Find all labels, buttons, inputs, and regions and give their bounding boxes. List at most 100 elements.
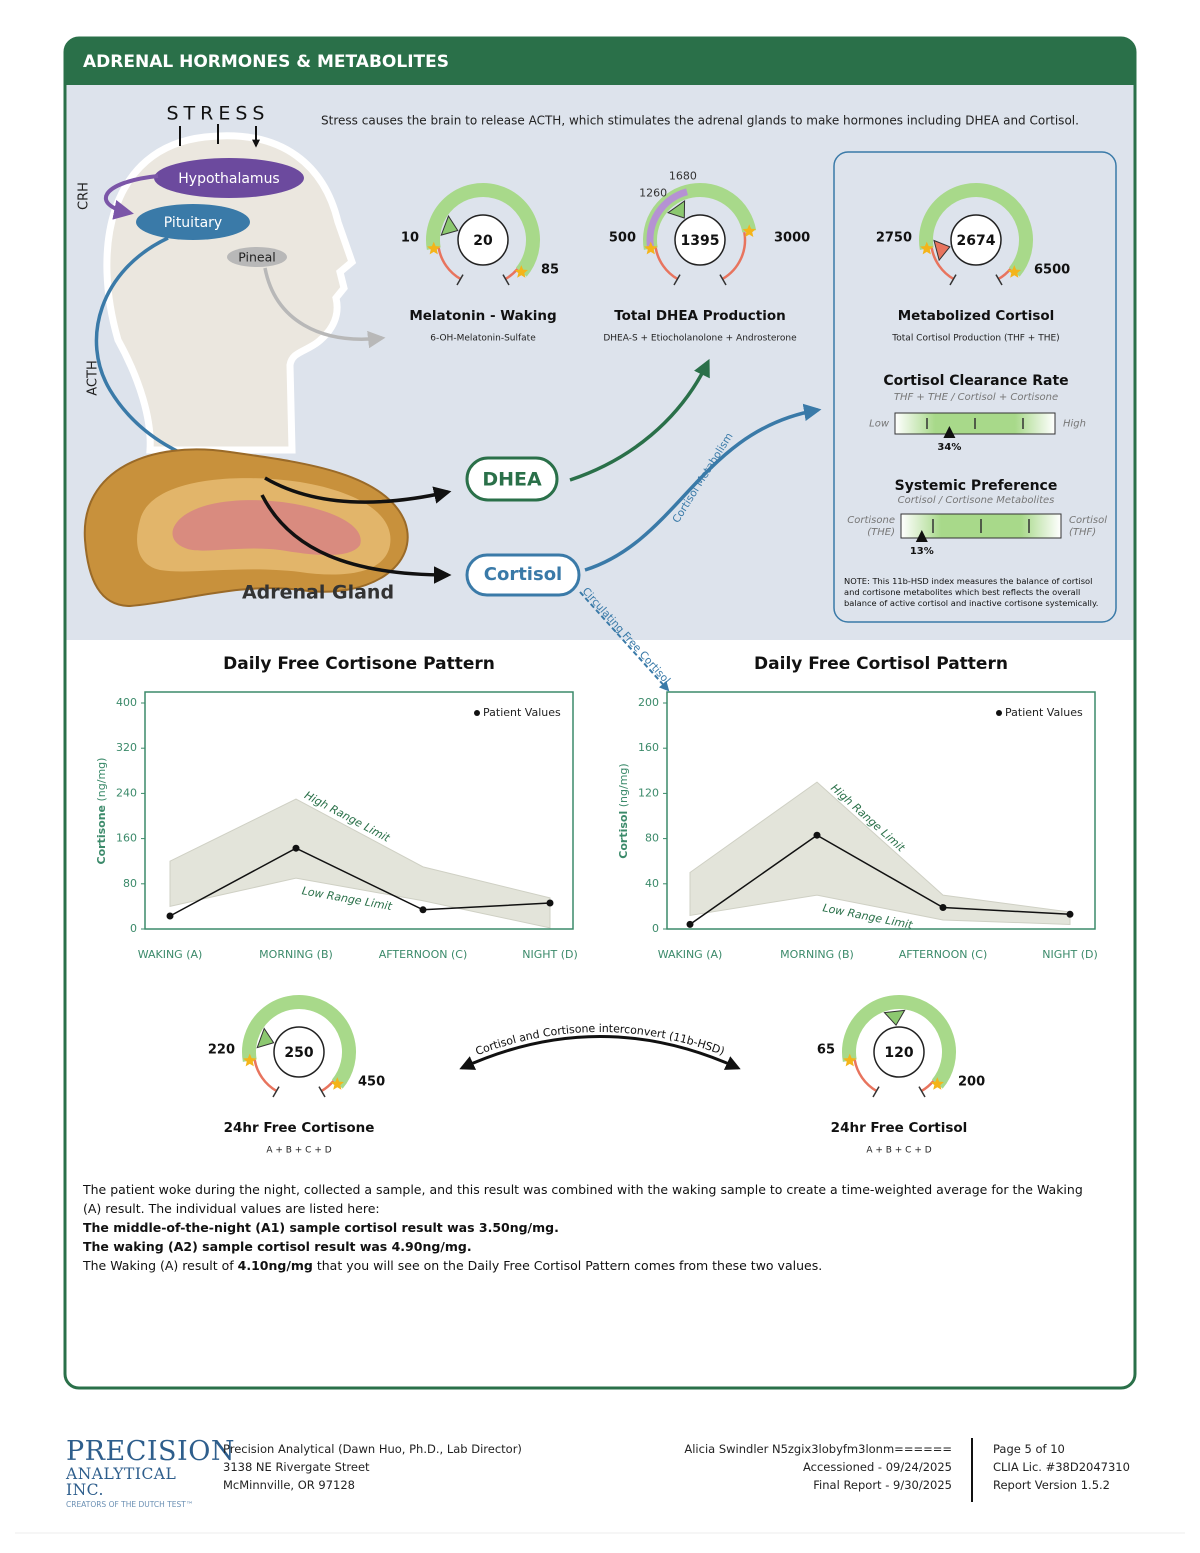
pineal: Pineal (238, 250, 275, 265)
index-pointer (943, 426, 956, 438)
gauge-star (514, 265, 528, 278)
index-title: Systemic Preference (895, 478, 1058, 494)
gauge-center (273, 1026, 325, 1078)
header-bar (65, 38, 1135, 85)
gauge-value: 2674 (957, 233, 996, 249)
gauge-star (920, 241, 934, 255)
lab-address: Precision Analytical (Dawn Huo, Ph.D., L… (223, 1440, 522, 1494)
gauge-star (1007, 265, 1021, 278)
gauge-end-tick (995, 274, 1003, 286)
x-tick-label: WAKING (A) (138, 948, 203, 961)
gauge-low-arc (253, 1059, 278, 1093)
text: 4.10ng/mg (237, 1258, 313, 1273)
logo-word: PRECISION (66, 1436, 235, 1467)
notes-waking: The Waking (A) result of 4.10ng/mg that … (83, 1256, 1093, 1275)
crh: CRH (77, 182, 92, 210)
gauge-title: 24hr Free Cortisol (831, 1120, 968, 1136)
gauge-title: Metabolized Cortisol (898, 308, 1055, 324)
dhea-pill (465, 456, 559, 502)
data-point (419, 906, 427, 914)
text: Alicia Swindler N5zgix3lobyfm3lonm====== (684, 1442, 952, 1456)
text: Report Version 1.5.2 (993, 1478, 1110, 1492)
text: Final Report - 9/30/2025 (813, 1478, 952, 1492)
gauge-end-tick (719, 274, 727, 286)
gauge-value: 250 (284, 1045, 313, 1061)
gauge-title: 24hr Free Cortisone (224, 1120, 375, 1136)
index-subtitle: THF + THE / Cortisol + Cortisone (894, 392, 1058, 403)
x-tick-label: AFTERNOON (C) (379, 948, 468, 961)
crh-arrow (103, 174, 159, 220)
index-left: Cortisone (847, 515, 895, 526)
gauge-low-arc (930, 247, 955, 281)
y-tick-label: 80 (645, 832, 659, 845)
gauge-star (644, 241, 658, 255)
gauge-star (843, 1053, 857, 1067)
y-axis-unit: (ng/mg) (617, 763, 630, 807)
gauge-low-arc (437, 247, 462, 281)
notes-a2: The waking (A2) sample cortisol result w… (83, 1239, 472, 1254)
index-left: (THE) (867, 527, 895, 538)
index-pointer (915, 530, 928, 542)
y-axis-name: Cortisone (95, 805, 108, 864)
gauge-end-tick (318, 1086, 326, 1098)
range-area (169, 798, 551, 929)
plot-frame (666, 691, 1096, 930)
y-axis-unit: (ng/mg) (95, 758, 108, 802)
data-point (1066, 910, 1074, 918)
y-tick-label: 0 (652, 922, 659, 935)
gauge-subtitle: A + B + C + D (266, 1146, 331, 1156)
gauge-arc (426, 183, 540, 277)
gauge-end-tick (918, 1086, 926, 1098)
x-tick-label: AFTERNOON (C) (899, 948, 988, 961)
adrenal-medulla (172, 500, 361, 555)
text: The Waking (A) result of (83, 1258, 238, 1273)
pituitary: Pituitary (164, 215, 222, 231)
gauge-value: 120 (884, 1045, 913, 1061)
text: that you will see on the Daily Free Cort… (312, 1258, 823, 1273)
notes-intro: The patient woke during the night, colle… (83, 1182, 1083, 1216)
logo-tagline: CREATORS OF THE DUTCH TEST™ (66, 1500, 194, 1509)
hypothalamus-shape (154, 158, 304, 198)
gauge-subtitle: DHEA-S + Etiocholanolone + Androsterone (603, 334, 797, 344)
gauge-band-label: 1680 (669, 169, 697, 182)
gauge-star (243, 1053, 257, 1067)
text: 3138 NE Rivergate Street (223, 1460, 370, 1474)
index-subtitle: Cortisol / Cortisone Metabolites (898, 495, 1055, 506)
text: Accessioned - 09/24/2025 (802, 1460, 952, 1474)
gauge-arc (919, 183, 1033, 277)
logo-word: ANALYTICAL INC. (66, 1465, 177, 1499)
gauge-end-tick (949, 274, 957, 286)
gauge-low: 2750 (876, 231, 912, 246)
y-tick-label: 120 (638, 786, 659, 799)
interconvert-arrow (459, 1035, 741, 1070)
cortisol-panel (833, 151, 1117, 623)
gauge-pointer (440, 215, 459, 236)
gauge-low: 65 (817, 1043, 835, 1058)
gauge-star (330, 1077, 344, 1090)
chart-title: Daily Free Cortisol Pattern (754, 654, 1008, 674)
y-tick-label: 160 (116, 832, 137, 845)
hypothalamus: Hypothalamus (178, 171, 279, 187)
gauge-low-arc (853, 1059, 878, 1093)
header-title: ADRENAL HORMONES & METABOLITES (83, 52, 449, 72)
index-right: Cortisol (1069, 515, 1107, 526)
gauge-pointer (666, 199, 686, 219)
cortisol-pill (465, 553, 581, 597)
report-info: Page 5 of 10 CLIA Lic. #38D2047310 Report … (993, 1440, 1130, 1494)
gauge-pointer (883, 1009, 906, 1026)
x-tick-label: NIGHT (D) (522, 948, 578, 961)
range-area (689, 781, 1071, 925)
y-tick-label: 400 (116, 696, 137, 709)
notes-a1: The middle-of-the-night (A1) sample cort… (83, 1220, 559, 1235)
intro: Stress causes the brain to release ACTH,… (321, 114, 1079, 128)
y-tick-label: 240 (116, 786, 137, 799)
pituitary-shape (136, 204, 250, 240)
chart-title: Daily Free Cortisone Pattern (223, 654, 495, 674)
gauge-low: 220 (208, 1043, 235, 1058)
gauge-center (674, 214, 726, 266)
logo: PRECISION ANALYTICAL INC. CREATORS OF TH… (66, 1436, 235, 1512)
y-tick-label: 320 (116, 741, 137, 754)
index-title: Cortisol Clearance Rate (883, 373, 1068, 389)
gauge-value: 1395 (681, 233, 720, 249)
